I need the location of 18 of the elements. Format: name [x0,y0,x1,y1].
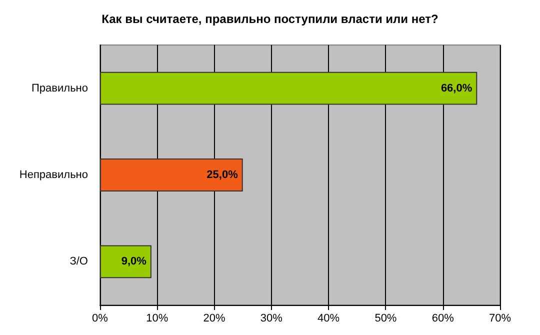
data-label: 66,0% [440,82,472,94]
bar [100,72,478,105]
y-tick-label: Неправильно [19,169,88,181]
y-tick-label: З/О [70,256,88,268]
x-tick-label: 20% [203,312,226,324]
bar [100,245,152,278]
x-tick-label: 70% [488,312,512,324]
x-tick-label: 50% [374,312,397,324]
x-tick-label: 10% [146,312,168,324]
x-tick-label: 60% [432,312,454,324]
x-tick-label: 30% [260,312,283,324]
x-tick-label: 40% [318,312,340,324]
chart-title: Как вы считаете, правильно поступили власти или нет? [102,12,438,26]
y-tick-label: Правильно [32,82,88,94]
bar [100,158,243,192]
x-tick-label: 0% [92,312,108,324]
data-label: 25,0% [206,169,238,181]
data-label: 9,0% [121,256,147,268]
